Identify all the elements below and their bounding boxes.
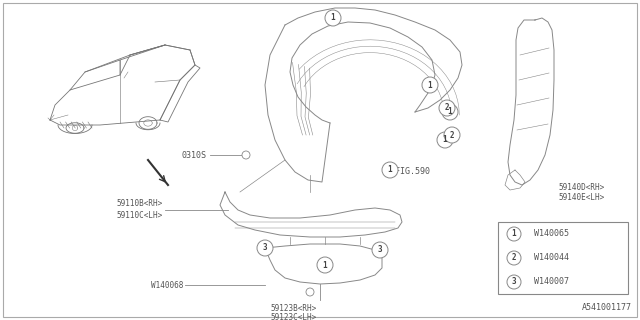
Text: 1: 1 [428,81,432,90]
Circle shape [439,100,455,116]
Circle shape [242,151,250,159]
Text: A541001177: A541001177 [582,303,632,312]
Text: 1: 1 [323,260,327,269]
Circle shape [257,240,273,256]
Text: 1: 1 [443,135,447,145]
Bar [498,222,628,294]
Text: 3: 3 [512,277,516,286]
Text: 59140D<RH>: 59140D<RH> [558,183,604,193]
Text: W140044: W140044 [534,253,569,262]
Circle shape [442,104,458,120]
Text: 59123B<RH>: 59123B<RH> [270,304,316,313]
Text: 59110B<RH>: 59110B<RH> [116,199,163,209]
Text: 1: 1 [448,108,452,116]
Circle shape [507,227,521,241]
Text: 0310S: 0310S [182,150,207,159]
Circle shape [317,257,333,273]
Text: 3: 3 [378,245,382,254]
Text: 59140E<LH>: 59140E<LH> [558,194,604,203]
Text: FIG.590: FIG.590 [395,167,430,177]
Text: W140068: W140068 [150,281,183,290]
Circle shape [325,10,341,26]
Circle shape [444,127,460,143]
Text: 59110C<LH>: 59110C<LH> [116,211,163,220]
Text: W140007: W140007 [534,277,569,286]
Text: 1: 1 [388,165,392,174]
Text: W140065: W140065 [534,229,569,238]
Circle shape [437,132,453,148]
Circle shape [507,275,521,289]
Text: 3: 3 [262,244,268,252]
Circle shape [507,251,521,265]
Circle shape [372,242,388,258]
Text: 2: 2 [445,103,449,113]
Text: 59123C<LH>: 59123C<LH> [270,313,316,320]
Circle shape [422,77,438,93]
Text: 2: 2 [512,253,516,262]
Text: 2: 2 [450,131,454,140]
Text: 1: 1 [331,13,335,22]
Circle shape [382,162,398,178]
Text: 1: 1 [512,229,516,238]
Circle shape [306,288,314,296]
